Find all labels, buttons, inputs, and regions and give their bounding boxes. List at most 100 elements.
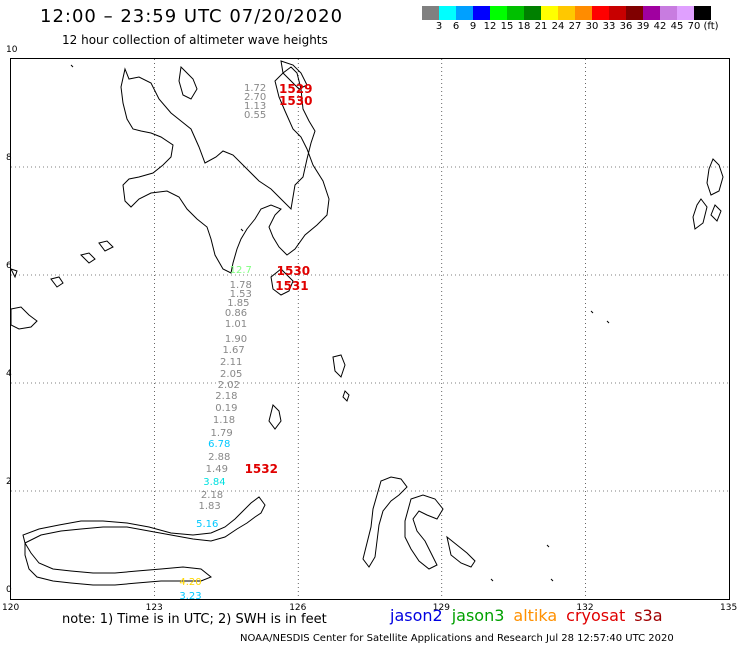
- wave-height-label: 2.88: [208, 451, 231, 463]
- latitude-tick-label: 2: [6, 477, 12, 487]
- pass-time-label: 1531: [275, 278, 309, 293]
- color-scale-label: 42: [653, 21, 667, 32]
- color-swatch: [626, 6, 643, 20]
- color-swatch: [422, 6, 439, 20]
- map-canvas: [11, 59, 729, 599]
- wave-height-label: 2.70: [243, 92, 267, 104]
- pass-time-label: 1530: [279, 94, 313, 109]
- latitude-tick-label: 10: [6, 45, 18, 55]
- coast-sulawesi: [22, 496, 266, 544]
- wave-height-label: 1.90: [224, 333, 248, 345]
- color-swatch: [558, 6, 575, 20]
- wave-height-label: 0.19: [215, 402, 238, 414]
- wave-height-label: 2.18: [200, 489, 224, 501]
- color-scale-label: 9: [469, 21, 477, 32]
- color-swatch: [609, 6, 626, 20]
- coast-small-islands-mid: [268, 354, 350, 430]
- color-scale-label: 6: [452, 21, 460, 32]
- color-swatch: [592, 6, 609, 20]
- wave-height-label: 1.79: [210, 427, 233, 439]
- latitude-tick-label: 4: [6, 369, 12, 379]
- wave-height-label: 0.55: [243, 110, 267, 122]
- wave-height-label: 5.16: [196, 519, 219, 531]
- legend-entry: altika: [513, 606, 558, 625]
- coast-talaud: [692, 158, 724, 230]
- wave-height-label: 1.67: [222, 344, 245, 356]
- coast-mindanao: [120, 66, 330, 274]
- color-scale-label: 18: [517, 21, 531, 32]
- legend-entry: jason3: [451, 606, 505, 625]
- color-swatch: [660, 6, 677, 20]
- longitude-tick-label: 126: [289, 603, 307, 613]
- wave-height-label: 4.20: [179, 576, 202, 588]
- wave-height-label: 1.18: [212, 414, 236, 426]
- wave-height-label: 1.78: [229, 279, 252, 291]
- coast-misc-dots: [70, 64, 610, 582]
- color-scale-label: 15: [500, 21, 514, 32]
- color-scale-bar: [422, 6, 711, 20]
- wave-height-label: 12.7: [229, 265, 252, 277]
- color-swatch: [473, 6, 490, 20]
- color-swatch: [694, 6, 711, 20]
- coast-halmahera-east: [446, 535, 476, 568]
- wave-height-label: 6.78: [208, 439, 231, 451]
- pass-time-label: 1530: [276, 264, 311, 279]
- color-scale-label: 27: [568, 21, 582, 32]
- wave-height-label: 1.49: [205, 464, 228, 476]
- color-swatch: [524, 6, 541, 20]
- color-scale-label: 12: [483, 21, 497, 32]
- footer-note: note: 1) Time is in UTC; 2) SWH is in fe…: [62, 612, 327, 627]
- color-swatch: [456, 6, 473, 20]
- pass-time-label: 1529: [279, 81, 313, 96]
- wave-height-label: 1.01: [224, 319, 248, 331]
- wave-height-label: 1.85: [227, 297, 250, 309]
- color-scale-label: 3: [435, 21, 443, 32]
- coast-halmahera: [362, 476, 444, 570]
- color-swatch: [575, 6, 592, 20]
- color-scale-label: 24: [551, 21, 565, 32]
- longitude-tick-label: 123: [145, 603, 163, 613]
- coast-mindanao-east: [270, 268, 294, 296]
- color-scale-label: 21: [534, 21, 548, 32]
- wave-height-label: 2.05: [220, 369, 243, 381]
- color-scale-label: 36: [619, 21, 633, 32]
- legend-entry: cryosat: [566, 606, 626, 625]
- latitude-tick-label: 0: [6, 585, 12, 595]
- coast-sulu-islands: [11, 240, 114, 330]
- coast-mindanao-north-islands: [178, 60, 308, 100]
- wave-height-label: 3.23: [179, 590, 202, 602]
- wave-height-label: 1.53: [229, 288, 252, 300]
- legend-entry: jason2: [390, 606, 443, 625]
- wave-height-label: 1.13: [243, 101, 267, 113]
- color-scale-label: 30: [585, 21, 599, 32]
- wave-height-label: 3.84: [203, 477, 226, 489]
- wave-height-label: 2.11: [220, 357, 243, 369]
- color-scale-label: 45: [670, 21, 684, 32]
- color-swatch: [507, 6, 524, 20]
- footer-credit: NOAA/NESDIS Center for Satellite Applica…: [240, 633, 674, 644]
- color-swatch: [490, 6, 507, 20]
- wave-height-label: 2.02: [217, 380, 240, 392]
- color-scale-labels: 3 6 9 12 15 18 21 24 27 30 33 36 39 42 45 70 (ft): [422, 21, 740, 35]
- coast-sulawesi-south: [24, 541, 212, 586]
- page-subtitle: 12 hour collection of altimeter wave hei…: [62, 33, 328, 47]
- latitude-tick-label: 8: [6, 153, 12, 163]
- color-scale-label: (ft): [703, 21, 719, 32]
- coastlines: [11, 60, 724, 586]
- color-swatch: [439, 6, 456, 20]
- longitude-tick-label: 120: [2, 603, 20, 613]
- map-frame: 10 8 6 4 2 0 1.72 2.70 1.13 0.55 12.7 1.78 1.53 1.85…: [6, 45, 730, 602]
- wave-height-label: 1.72: [243, 82, 267, 94]
- legend-entry: s3a: [634, 606, 663, 625]
- wave-height-label: 1.83: [198, 501, 221, 513]
- latitude-tick-label: 6: [6, 261, 12, 271]
- longitude-tick-label: 132: [576, 603, 594, 613]
- color-scale-label: 70: [687, 21, 701, 32]
- page-title: 12:00 – 23:59 UTC 07/20/2020: [40, 6, 344, 27]
- color-swatch: [643, 6, 660, 20]
- map-grid: [11, 59, 729, 599]
- color-swatch: [541, 6, 558, 20]
- color-scale-label: 39: [636, 21, 650, 32]
- color-scale-label: 33: [602, 21, 616, 32]
